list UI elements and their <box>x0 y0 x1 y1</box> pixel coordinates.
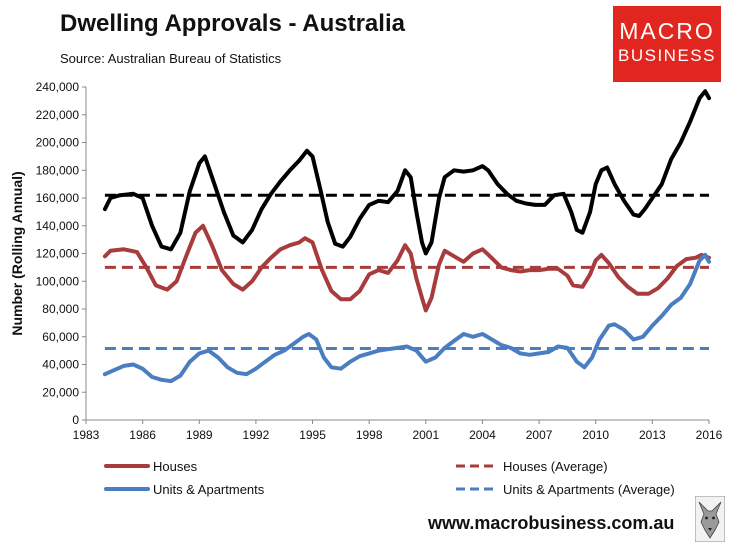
logo-line-1: MACRO <box>619 18 715 44</box>
x-tick-label: 1989 <box>186 428 213 442</box>
x-tick-label: 2010 <box>582 428 609 442</box>
y-tick-label: 160,000 <box>36 191 80 205</box>
x-tick-label: 1986 <box>129 428 156 442</box>
website-url: www.macrobusiness.com.au <box>428 513 675 533</box>
y-tick-label: 80,000 <box>42 302 79 316</box>
y-tick-label: 100,000 <box>36 274 80 288</box>
y-tick-label: 200,000 <box>36 136 80 150</box>
x-tick-label: 1992 <box>243 428 270 442</box>
logo-line-2: BUSINESS <box>618 46 716 65</box>
x-tick-label: 2007 <box>526 428 553 442</box>
legend: Houses Houses (Average) Units & Apartments… <box>104 459 675 497</box>
legend-label-units-apartments: Units & Apartments <box>153 482 265 497</box>
y-tick-label: 180,000 <box>36 163 80 177</box>
y-tick-label: 60,000 <box>42 330 79 344</box>
x-tick-label: 2016 <box>696 428 723 442</box>
x-tick-label: 2013 <box>639 428 666 442</box>
y-tick-label: 140,000 <box>36 219 80 233</box>
series-lines <box>102 89 711 384</box>
macrobusiness-logo: MACRO BUSINESS <box>613 6 721 82</box>
x-tick-label: 1998 <box>356 428 383 442</box>
chart-title: Dwelling Approvals - Australia <box>60 10 405 37</box>
legend-label-houses: Houses <box>153 459 198 474</box>
axes: 0 20,000 40,000 60,000 80,000 100,000 120,000 1… <box>9 80 723 442</box>
y-tick-label: 20,000 <box>42 385 79 399</box>
legend-label-units-apartments-average: Units & Apartments (Average) <box>503 482 675 497</box>
y-tick-label: 220,000 <box>36 108 80 122</box>
y-tick-label: 120,000 <box>36 247 80 261</box>
x-tick-label: 2001 <box>412 428 439 442</box>
x-tick-label: 1983 <box>73 428 100 442</box>
x-tick-label: 2004 <box>469 428 496 442</box>
series-line-total <box>102 89 711 256</box>
legend-label-houses-average: Houses (Average) <box>503 459 608 474</box>
y-tick-label: 0 <box>72 413 79 427</box>
y-tick-label: 240,000 <box>36 80 80 94</box>
x-tick-label: 1995 <box>299 428 326 442</box>
chart-source: Source: Australian Bureau of Statistics <box>60 51 282 66</box>
series-line-houses <box>102 223 711 313</box>
wolf-icon <box>695 496 725 542</box>
y-axis-title: Number (Rolling Annual) <box>9 171 25 335</box>
y-tick-label: 40,000 <box>42 358 79 372</box>
